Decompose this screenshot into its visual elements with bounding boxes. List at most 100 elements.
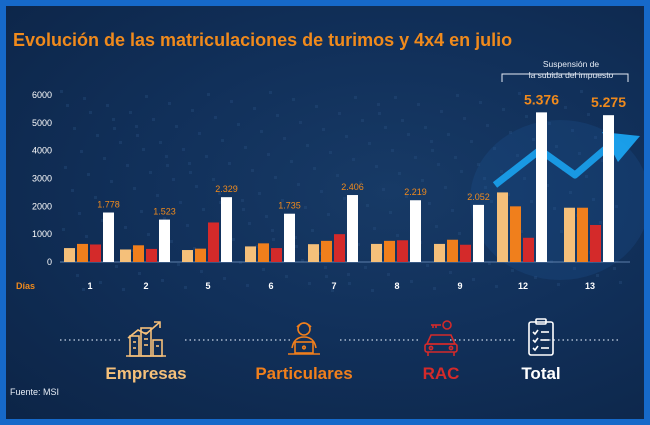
map-dot [101, 219, 104, 222]
map-dot [96, 134, 99, 137]
map-dot [315, 105, 318, 108]
map-dot [479, 101, 482, 104]
map-dot [202, 208, 205, 211]
y-tick-label: 0 [47, 257, 52, 267]
map-dot [324, 266, 327, 269]
map-dot [85, 235, 88, 238]
bar-particulares-1 [77, 243, 88, 262]
map-dot [274, 176, 277, 179]
map-dot [343, 197, 346, 200]
map-dot [262, 268, 265, 271]
map-dot [525, 115, 528, 118]
y-tick-label: 6000 [32, 90, 52, 100]
map-dot [242, 208, 245, 211]
map-dot [82, 288, 85, 291]
map-dot [534, 276, 537, 279]
y-tick-label: 2000 [32, 201, 52, 211]
map-dot [198, 132, 201, 135]
map-dot [103, 157, 106, 160]
map-dot [410, 280, 413, 283]
map-dot [110, 180, 113, 183]
map-dot [179, 201, 182, 204]
data-label-13: 5.275 [591, 94, 626, 110]
x-tick-label-6: 6 [268, 281, 273, 291]
map-dot [384, 126, 387, 129]
map-dot [188, 162, 191, 165]
map-dot [348, 282, 351, 285]
map-dot [175, 125, 178, 128]
map-dot [200, 270, 203, 273]
map-dot [378, 112, 381, 115]
tax-suspension-annotation: Suspensión de la subida del impuesto [512, 59, 630, 81]
map-dot [407, 133, 410, 136]
map-dot [271, 229, 274, 232]
map-dot [430, 140, 433, 143]
bar-total-13 [603, 115, 614, 262]
map-dot [463, 117, 466, 120]
map-dot [327, 213, 330, 216]
x-tick-label-8: 8 [394, 281, 399, 291]
bar-total-8 [410, 200, 421, 262]
map-dot [129, 111, 132, 114]
map-dot [161, 279, 164, 282]
map-dot [318, 252, 321, 255]
map-dot [320, 190, 323, 193]
map-dot [290, 160, 293, 163]
map-dot [447, 133, 450, 136]
map-dot [306, 144, 309, 147]
map-dot [106, 104, 109, 107]
bar-empresas-2 [120, 249, 131, 262]
map-dot [454, 156, 457, 159]
map-dot [80, 150, 83, 153]
map-dot [292, 98, 295, 101]
map-dot [294, 236, 297, 239]
map-dot [149, 171, 152, 174]
map-dot [331, 289, 334, 292]
map-dot [184, 286, 187, 289]
map-dot [564, 106, 567, 109]
legend-item-empresas: Empresas [76, 318, 216, 384]
map-dot [207, 93, 210, 96]
bar-empresas-6 [245, 246, 256, 262]
map-dot [159, 141, 162, 144]
x-tick-label-12: 12 [518, 281, 528, 291]
map-dot [532, 138, 535, 141]
map-dot [195, 185, 198, 188]
bar-rac-12 [523, 237, 534, 262]
bar-empresas-12 [497, 192, 508, 262]
map-dot [244, 146, 247, 149]
map-dot [451, 209, 454, 212]
map-dot [138, 272, 141, 275]
map-dot [126, 164, 129, 167]
map-dot [557, 283, 560, 286]
map-dot [548, 122, 551, 125]
map-dot [218, 192, 221, 195]
map-dot [241, 199, 244, 202]
map-dot [223, 277, 226, 280]
car-key-icon [424, 320, 458, 356]
map-dot [113, 127, 116, 130]
bar-total-6 [284, 213, 295, 262]
map-dot [500, 170, 503, 173]
map-dot [371, 289, 374, 292]
checklist-icon [528, 318, 554, 356]
map-dot [230, 100, 233, 103]
map-dot [619, 281, 622, 284]
map-dot [258, 192, 261, 195]
bar-empresas-7 [308, 244, 319, 262]
map-dot [352, 158, 355, 161]
map-dot [135, 125, 138, 128]
map-dot [248, 222, 251, 225]
map-dot [142, 148, 145, 151]
map-dot [140, 210, 143, 213]
map-dot [580, 90, 583, 93]
map-dot [382, 188, 385, 191]
bar-total-1 [103, 212, 114, 262]
map-dot [467, 193, 470, 196]
map-dot [122, 288, 125, 291]
legend-item-total: Total [471, 318, 611, 384]
map-dot [437, 163, 440, 166]
map-dot [156, 194, 159, 197]
bar-particulares-8 [384, 240, 395, 262]
